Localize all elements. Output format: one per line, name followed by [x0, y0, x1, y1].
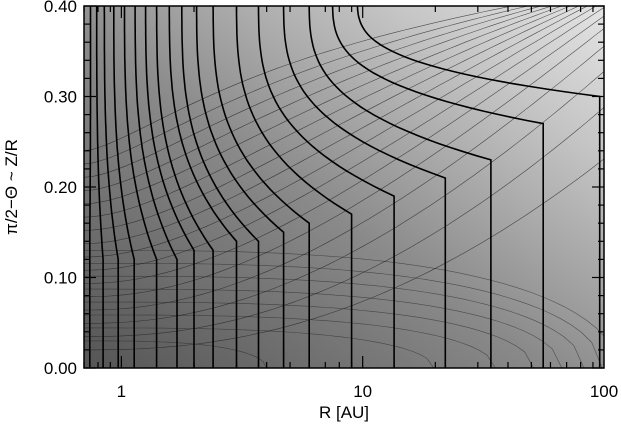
thin-contour-line: [84, 7, 604, 271]
y-axis-label: π/2−Θ ~ Z/R: [2, 139, 21, 235]
x-tick-label: 10: [353, 382, 372, 401]
x-tick-label: 100: [590, 382, 618, 401]
thin-contour-line: [84, 45, 604, 311]
y-tick-label: 0.10: [44, 269, 77, 288]
thick-contour-line: [155, 6, 214, 368]
thick-contour-line: [235, 6, 353, 368]
thin-contour-line: [84, 6, 580, 231]
thick-contour-line: [168, 6, 238, 368]
y-axis-ticks: 0.00 0.10 0.20 0.30 0.40: [44, 0, 604, 378]
thin-contour-line: [84, 6, 542, 178]
thick-contour-line: [134, 6, 178, 368]
thick-contour-line: [144, 6, 195, 368]
thin-contour-line: [84, 28, 604, 298]
thick-contour-line: [356, 6, 601, 368]
thick-contour-line: [257, 6, 395, 368]
thick-contour-line: [123, 6, 158, 368]
thick-contour-line: [103, 6, 119, 368]
thick-contour-line: [89, 6, 92, 368]
thin-contour-line: [84, 6, 588, 244]
thin-contour-line: [84, 314, 496, 368]
thin-contour-line: [84, 6, 597, 258]
thin-contour-line: [84, 6, 530, 165]
thick-contour-line: [308, 6, 492, 368]
thin-contour-line: [84, 6, 572, 218]
x-axis-ticks: 1 10 100: [83, 6, 618, 401]
thick-contour-line: [113, 6, 135, 368]
thick-contour-line: [195, 6, 285, 368]
thin-contour-line: [84, 275, 585, 368]
plot-background: [84, 6, 604, 368]
y-tick-label: 0.20: [44, 178, 77, 197]
thin-contour-line: [84, 107, 604, 337]
y-tick-label: 0.40: [44, 0, 77, 16]
thick-contour-line: [331, 6, 544, 368]
thick-contour-line: [181, 6, 260, 368]
thick-contour-line: [95, 6, 104, 368]
x-tick-label: 1: [117, 382, 126, 401]
plot-area: [84, 6, 604, 368]
y-tick-label: 0.00: [44, 359, 77, 378]
thin-contour-line: [84, 15, 604, 284]
thin-contour-line: [84, 288, 563, 368]
thick-contour-line: [282, 6, 447, 368]
thick-contour-line: [212, 6, 310, 368]
thick-contour-group: [89, 6, 601, 368]
y-tick-label: 0.30: [44, 88, 77, 107]
thin-contour-line: [84, 263, 603, 368]
x-axis-label: R [AU]: [319, 403, 369, 422]
thin-contour-line: [84, 71, 604, 324]
